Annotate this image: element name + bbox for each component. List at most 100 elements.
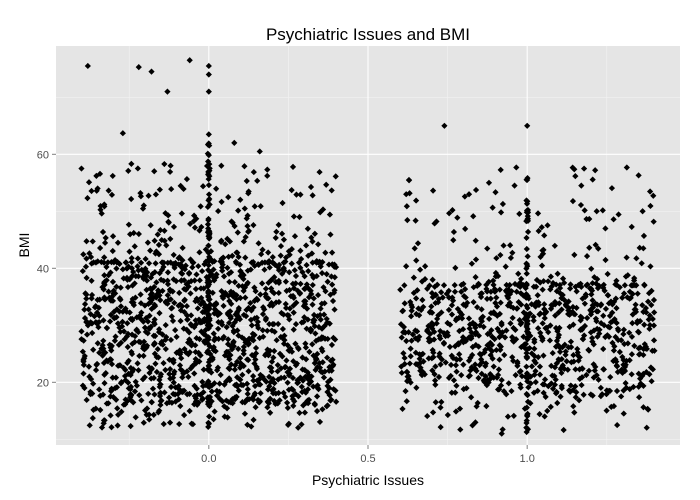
data-point	[147, 247, 154, 254]
data-point	[305, 252, 312, 259]
data-point	[629, 290, 636, 298]
data-point	[205, 325, 212, 332]
data-point	[269, 288, 276, 295]
data-point	[537, 329, 544, 336]
data-point	[138, 309, 145, 316]
data-point	[613, 363, 621, 370]
data-point	[228, 361, 235, 368]
data-point	[592, 300, 599, 307]
data-point	[210, 330, 217, 337]
data-point	[511, 280, 519, 288]
data-point	[324, 378, 332, 385]
data-point	[541, 301, 548, 308]
data-point	[88, 277, 95, 284]
data-point	[137, 300, 145, 307]
data-point	[597, 393, 604, 400]
data-point	[525, 295, 532, 302]
data-point	[248, 322, 255, 329]
data-point	[524, 426, 532, 433]
data-point	[194, 391, 201, 398]
data-point	[184, 316, 191, 323]
data-point	[326, 320, 333, 327]
data-point	[99, 284, 106, 291]
data-point	[248, 259, 255, 266]
data-point	[448, 389, 455, 396]
data-point	[237, 267, 244, 275]
data-point	[503, 288, 510, 295]
data-point	[94, 340, 101, 347]
data-point	[229, 399, 236, 407]
data-point	[266, 264, 273, 271]
data-point	[330, 334, 337, 341]
data-point	[461, 193, 468, 200]
data-point	[248, 335, 255, 342]
data-point	[99, 391, 107, 398]
data-point	[436, 350, 443, 357]
data-point	[231, 381, 239, 389]
data-point	[523, 245, 530, 253]
data-point	[628, 371, 635, 378]
data-point	[251, 390, 259, 397]
data-point	[129, 282, 136, 289]
data-point	[242, 254, 249, 261]
data-point	[156, 186, 163, 193]
data-point	[154, 346, 161, 353]
data-point	[167, 383, 175, 391]
data-point	[320, 374, 328, 381]
data-point	[301, 409, 309, 416]
data-point	[240, 350, 247, 357]
data-point	[313, 272, 320, 280]
data-point	[233, 249, 240, 256]
data-point	[555, 309, 562, 316]
data-point	[192, 298, 199, 305]
data-point	[587, 307, 594, 314]
data-point	[510, 338, 517, 345]
data-point	[310, 311, 318, 319]
data-point	[290, 302, 297, 309]
data-point	[604, 292, 611, 299]
data-point	[493, 303, 501, 310]
data-point	[179, 303, 186, 310]
data-point	[150, 294, 157, 301]
data-point	[489, 333, 496, 340]
data-point	[417, 266, 424, 273]
data-point	[284, 342, 291, 349]
data-point	[250, 373, 257, 380]
data-point	[611, 316, 618, 323]
data-point	[646, 371, 653, 378]
data-point	[572, 394, 579, 401]
data-point	[511, 182, 518, 189]
data-point	[631, 342, 638, 350]
data-point	[558, 364, 565, 372]
data-point	[316, 364, 324, 371]
data-point	[462, 336, 470, 344]
data-point	[292, 321, 300, 328]
data-point	[219, 261, 226, 268]
data-point	[186, 390, 193, 397]
data-point	[226, 377, 233, 384]
data-point	[288, 246, 295, 253]
data-point	[138, 266, 145, 273]
data-point	[405, 376, 412, 383]
data-point	[492, 269, 499, 277]
data-point	[470, 213, 477, 220]
data-point	[608, 403, 615, 410]
data-point	[329, 297, 337, 305]
data-point	[105, 288, 112, 295]
data-point	[426, 338, 433, 345]
data-point	[265, 249, 272, 256]
data-point	[650, 296, 658, 304]
data-point	[558, 369, 565, 377]
data-point	[465, 357, 473, 364]
data-point	[167, 235, 174, 243]
data-point	[437, 424, 444, 431]
data-point	[533, 276, 541, 284]
data-point	[578, 381, 585, 389]
data-point	[309, 238, 316, 245]
data-point	[193, 334, 200, 342]
data-point	[205, 88, 212, 95]
data-point	[326, 211, 334, 218]
data-point	[432, 299, 439, 307]
data-point	[446, 321, 454, 328]
data-point	[211, 306, 218, 313]
